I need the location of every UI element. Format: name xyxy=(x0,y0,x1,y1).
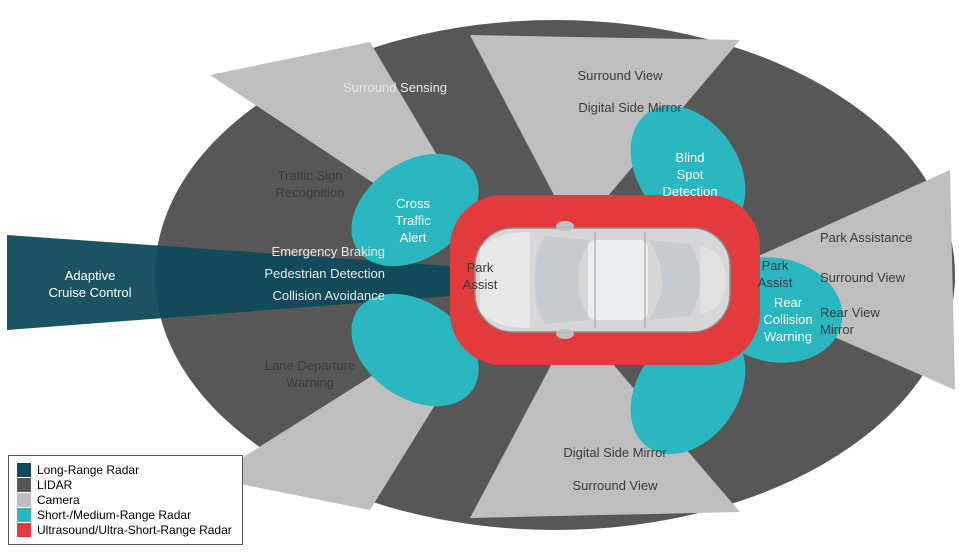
legend-swatch xyxy=(17,523,31,537)
legend-row: Short-/Medium-Range Radar xyxy=(17,508,232,522)
legend-label: Ultrasound/Ultra-Short-Range Radar xyxy=(37,523,232,537)
legend-row: Long-Range Radar xyxy=(17,463,232,477)
legend-swatch xyxy=(17,493,31,507)
legend-swatch xyxy=(17,463,31,477)
legend-label: Camera xyxy=(37,493,80,507)
legend: Long-Range RadarLIDARCameraShort-/Medium… xyxy=(8,455,243,545)
car-icon xyxy=(475,221,730,339)
legend-label: LIDAR xyxy=(37,478,72,492)
legend-swatch xyxy=(17,508,31,522)
legend-row: LIDAR xyxy=(17,478,232,492)
legend-label: Short-/Medium-Range Radar xyxy=(37,508,191,522)
legend-swatch xyxy=(17,478,31,492)
legend-row: Ultrasound/Ultra-Short-Range Radar xyxy=(17,523,232,537)
legend-label: Long-Range Radar xyxy=(37,463,139,477)
legend-row: Camera xyxy=(17,493,232,507)
